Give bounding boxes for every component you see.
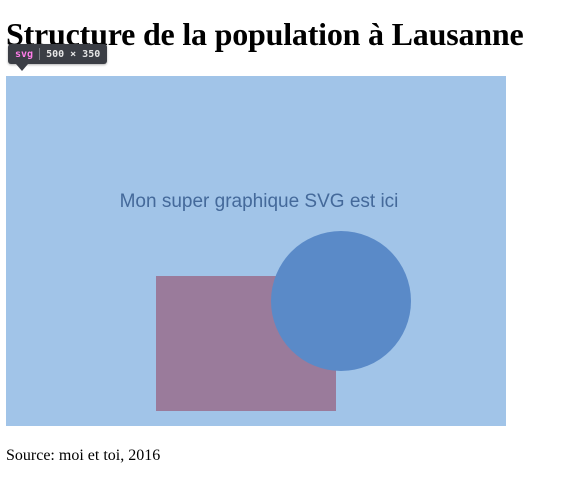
graphic-circle (271, 231, 411, 371)
inspector-tooltip: svg 500 × 350 (8, 44, 108, 64)
inspector-tooltip-arrow (16, 64, 28, 71)
inspector-tag-name: svg (15, 48, 34, 60)
svg-graphic: Mon super graphique SVG est ici (6, 76, 506, 426)
source-citation: Source: moi et toi, 2016 (6, 447, 161, 464)
inspector-dimensions: 500 × 350 (46, 48, 101, 60)
graphic-caption: Mon super graphique SVG est ici (120, 191, 399, 212)
inspector-separator (39, 48, 41, 60)
